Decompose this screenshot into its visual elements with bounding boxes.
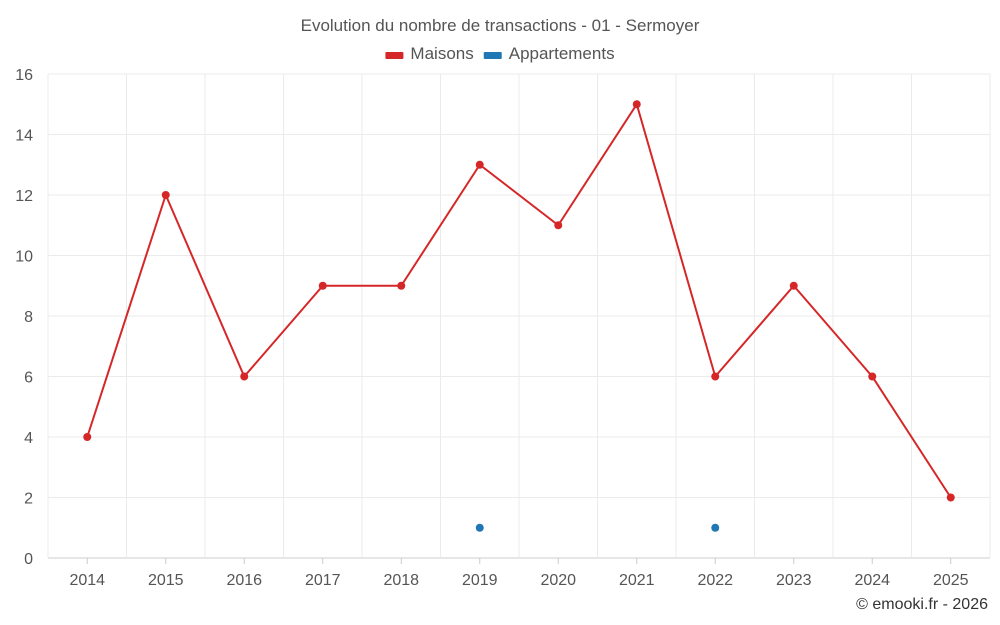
series-line [86,103,952,499]
x-tick-label: 2020 [540,572,576,589]
data-point [397,281,406,290]
legend-swatch [385,52,404,59]
data-point [161,191,170,199]
data-point [868,372,877,381]
y-tick-label: 14 [15,128,33,145]
x-tick-label: 2016 [226,572,262,589]
data-point [475,160,484,169]
y-tick-label: 8 [24,309,33,326]
legend-label: Appartements [509,44,615,63]
data-point [318,281,327,290]
series-maisons [83,100,955,502]
x-tick-label: 2022 [697,572,733,589]
y-tick-label: 16 [15,67,33,84]
data-point [83,433,92,441]
y-tick-label: 12 [15,188,33,205]
x-tick-label: 2023 [776,572,812,589]
data-point [240,372,249,381]
x-tick-label: 2014 [69,572,105,589]
data-point [475,523,484,532]
x-tick-label: 2024 [854,572,890,589]
legend-swatch [483,52,502,59]
x-axis: 2014 2015 2016 2017 2018 2019 2020 2021 2022 2023… [69,558,969,589]
x-tick-label: 2018 [383,572,419,589]
x-tick-label: 2015 [148,572,184,589]
series-appartements [475,523,720,532]
x-tick-label: 2019 [462,572,498,589]
data-point [711,523,720,532]
data-point [946,493,955,502]
legend-item: Maisons [385,44,474,63]
credit-text: © emooki.fr - 2026 [856,596,988,613]
data-point [789,281,798,290]
y-tick-label: 2 [24,491,33,508]
legend-label: Maisons [410,44,473,63]
legend-item: Appartements [483,44,615,63]
data-point [554,221,563,230]
y-tick-label: 4 [24,430,33,447]
y-tick-label: 0 [24,551,33,568]
x-tick-label: 2021 [619,572,655,589]
y-axis: 0 2 4 6 8 10 12 14 16 [15,67,33,568]
x-tick-label: 2017 [305,572,341,589]
data-point [632,100,641,109]
series-layer [83,100,955,532]
y-tick-label: 6 [24,370,33,387]
y-tick-label: 10 [15,249,33,266]
grid [47,73,991,559]
legend: Maisons Appartements [385,44,615,63]
chart-title: Evolution du nombre de transactions - 01… [301,16,700,35]
x-tick-label: 2025 [933,572,969,589]
data-point [711,372,720,381]
